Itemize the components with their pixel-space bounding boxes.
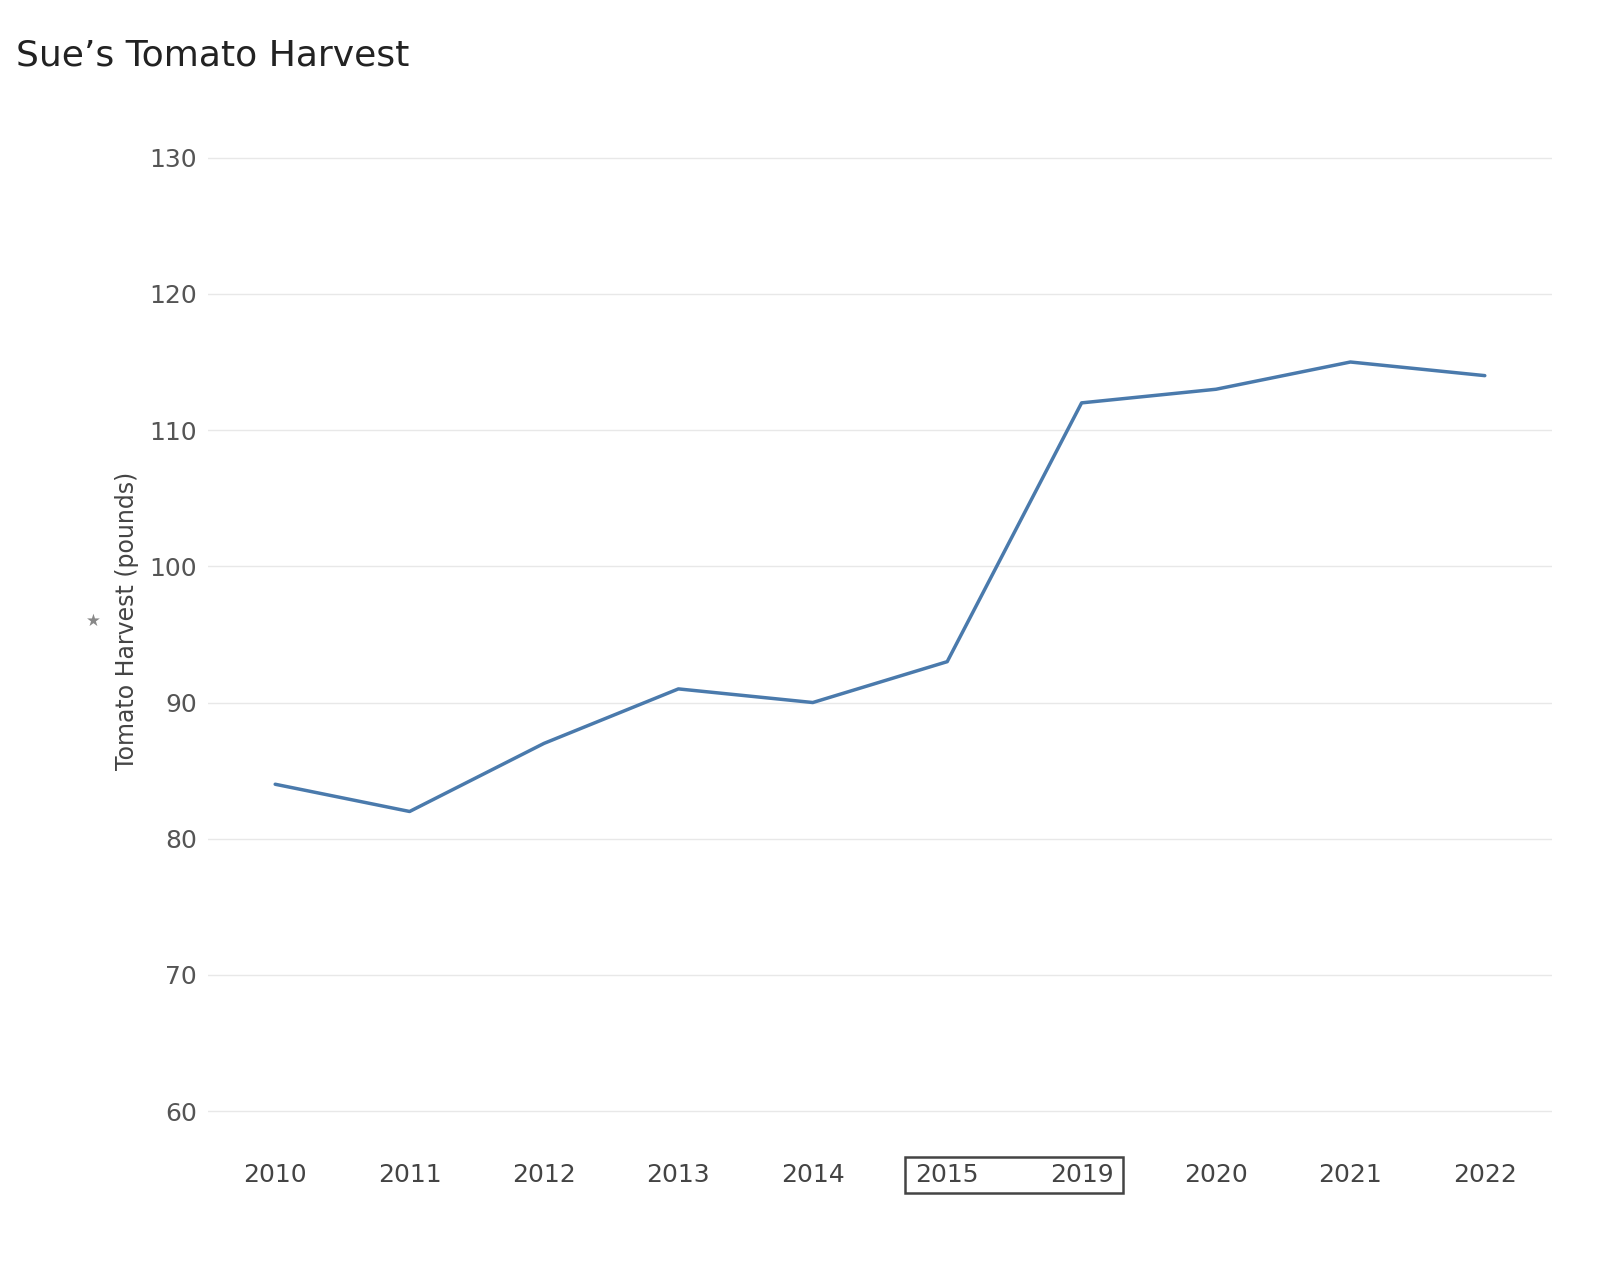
Text: Sue’s Tomato Harvest: Sue’s Tomato Harvest [16, 38, 410, 73]
Text: Tomato Harvest (pounds): Tomato Harvest (pounds) [115, 471, 139, 771]
Text: ★: ★ [86, 612, 101, 630]
